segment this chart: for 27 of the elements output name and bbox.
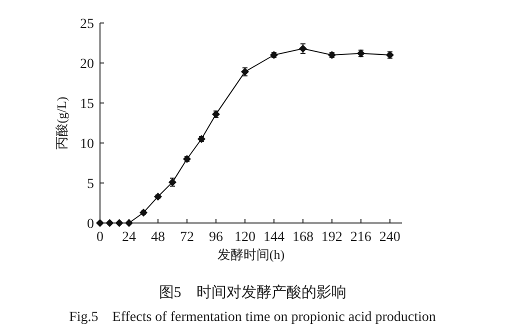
x-tick-label: 216 <box>350 230 372 245</box>
point <box>154 192 162 201</box>
x-axis-title: 发酵时间(h) <box>217 247 285 262</box>
point <box>115 219 124 227</box>
point <box>139 208 148 217</box>
x-tick-label: 0 <box>96 230 104 245</box>
point <box>96 219 104 227</box>
point <box>124 219 133 227</box>
x-tick-label: 48 <box>150 230 165 245</box>
x-tick-label: 168 <box>292 230 314 245</box>
caption: Fig.5 Effects of fermentation time on propionic acid production <box>69 310 436 325</box>
y-tick-label: 20 <box>80 57 94 72</box>
y-tick-label: 5 <box>87 177 94 192</box>
y-tick-label: 15 <box>80 97 94 112</box>
x-tick-label: 96 <box>208 230 223 245</box>
x-tick-label: 144 <box>263 230 284 245</box>
point <box>106 219 114 227</box>
x-tick-label: 72 <box>180 230 194 245</box>
x-tick-label: 240 <box>379 230 400 245</box>
y-axis-title: 丙酸(g/L) <box>54 96 69 150</box>
y-tick-label: 0 <box>87 217 94 232</box>
caption: 图5 时间对发酵产酸的影响 <box>158 284 346 301</box>
x-tick-label: 24 <box>122 230 136 245</box>
y-tick-label: 10 <box>80 137 94 152</box>
y-tick-label: 25 <box>80 17 94 32</box>
x-tick-label: 192 <box>321 230 342 245</box>
x-tick-label: 120 <box>234 230 256 245</box>
